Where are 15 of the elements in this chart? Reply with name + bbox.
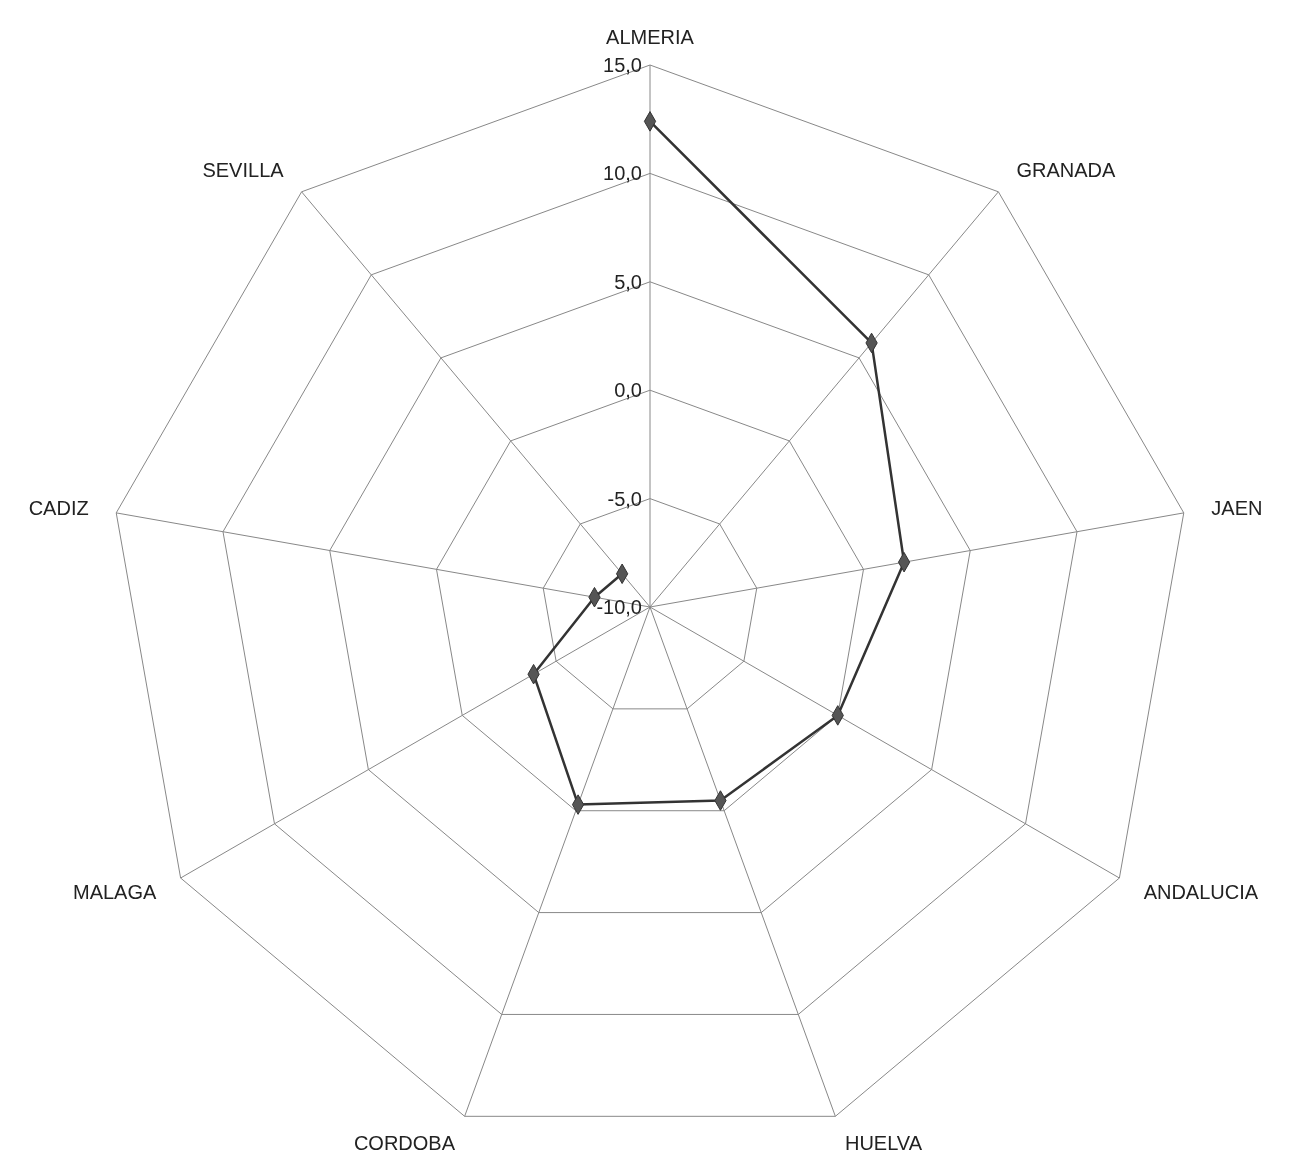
y-tick-label: 10,0 bbox=[603, 162, 642, 185]
spoke-label: MALAGA bbox=[73, 881, 158, 903]
y-tick-label: 15,0 bbox=[603, 54, 642, 76]
y-tick-label: 0,0 bbox=[614, 379, 642, 402]
spoke-label: ALMERIA bbox=[606, 26, 695, 48]
spoke-label: CORDOBA bbox=[353, 1131, 456, 1152]
y-tick-label: -5,0 bbox=[607, 487, 642, 510]
y-tick-label: -10,0 bbox=[596, 596, 642, 618]
spoke-label: GRANADA bbox=[1016, 159, 1116, 182]
y-tick-label: 5,0 bbox=[614, 270, 642, 293]
spoke-label: JAEN bbox=[1211, 497, 1263, 520]
spoke-label: SEVILLA bbox=[202, 159, 285, 182]
spoke-label: HUELVA bbox=[844, 1131, 923, 1152]
spoke-label: ANDALUCIA bbox=[1143, 881, 1259, 903]
spoke-label: CADIZ bbox=[28, 497, 89, 520]
